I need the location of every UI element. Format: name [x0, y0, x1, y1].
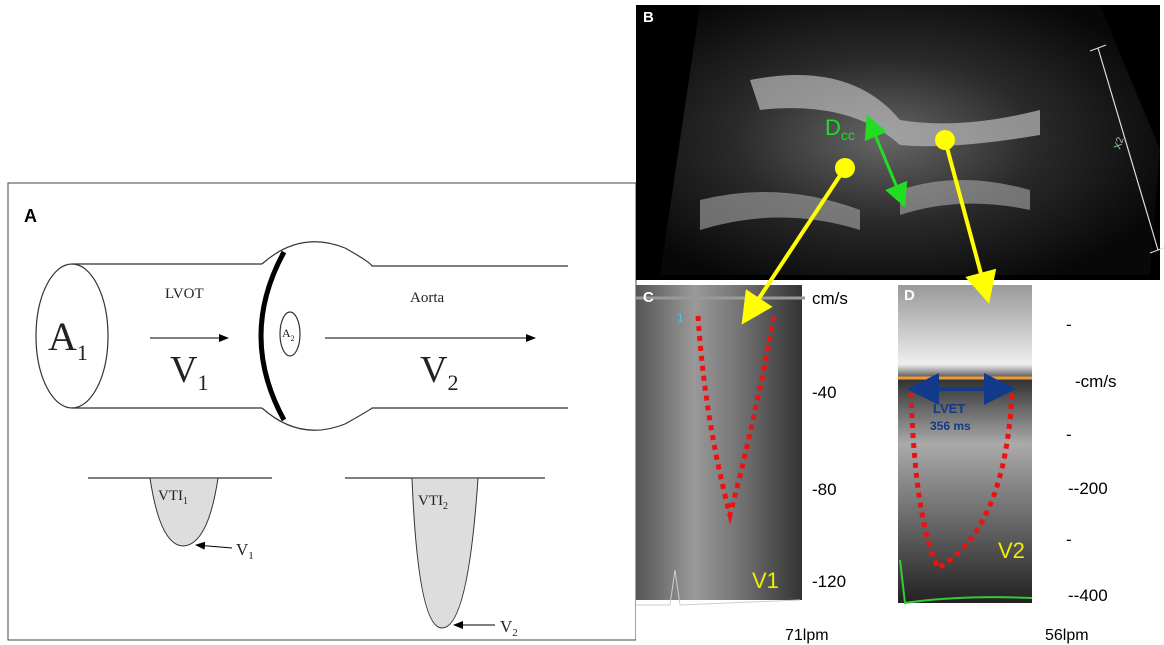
panel-label: B — [643, 9, 654, 26]
beat-label: 1 — [677, 311, 684, 325]
lvet-label: LVET — [933, 401, 965, 416]
tick-label: --400 — [1068, 586, 1108, 605]
lvot-label: LVOT — [165, 286, 204, 302]
panel-a: A LVOT Aorta A1 A2 V1 V2 VTI1 VTI2 V1 V2 — [8, 183, 636, 640]
tick-label: -40 — [812, 383, 837, 402]
tick-mark: - — [1066, 315, 1072, 334]
tick-mark: - — [1066, 425, 1072, 444]
tick-mark: - — [1066, 530, 1072, 549]
tick-label: -120 — [812, 572, 846, 591]
panel-label: D — [904, 287, 915, 304]
rate-label: 71lpm — [785, 627, 829, 644]
tick-label: -80 — [812, 480, 837, 499]
panel-label: A — [24, 206, 37, 226]
figure: A LVOT Aorta A1 A2 V1 V2 VTI1 VTI2 V1 V2… — [0, 0, 1164, 645]
lvet-value: 356 ms — [930, 419, 971, 433]
aorta-label: Aorta — [410, 290, 444, 306]
trace-label: V1 — [752, 568, 779, 593]
tick-label: --200 — [1068, 479, 1108, 498]
trace-label: V2 — [998, 538, 1025, 563]
rate-label: 56lpm — [1045, 627, 1089, 644]
unit-label: -cm/s — [1075, 372, 1117, 391]
panel-label: C — [643, 289, 654, 306]
panel-b: B Dcc X2 — [636, 5, 1164, 280]
unit-label: cm/s — [812, 289, 848, 308]
